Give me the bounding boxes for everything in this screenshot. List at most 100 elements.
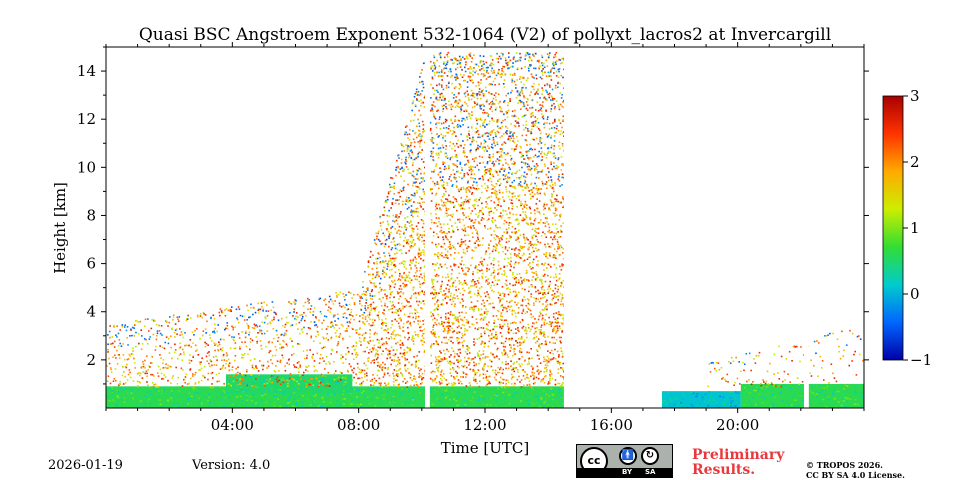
heatmap-pixel [376, 357, 379, 360]
heatmap-pixel [418, 235, 421, 238]
heatmap-pixel [222, 364, 225, 367]
heatmap-pixel [453, 176, 456, 179]
heatmap-pixel [430, 331, 433, 333]
heatmap-pixel [482, 122, 484, 125]
heatmap-pixel [461, 207, 464, 210]
heatmap-cell [350, 379, 353, 381]
heatmap-pixel [446, 342, 448, 344]
heatmap-pixel [311, 377, 313, 380]
heatmap-pixel [469, 384, 472, 387]
heatmap-cell [697, 404, 700, 406]
heatmap-pixel [358, 368, 361, 371]
heatmap-pixel [376, 235, 378, 238]
heatmap-pixel [226, 327, 229, 330]
heatmap-pixel [366, 314, 369, 317]
heatmap-pixel [369, 324, 372, 327]
heatmap-pixel [397, 165, 399, 168]
heatmap-pixel [431, 107, 433, 110]
heatmap-pixel [368, 273, 370, 276]
heatmap-pixel [467, 97, 470, 99]
heatmap-pixel [411, 211, 413, 214]
heatmap-pixel [162, 367, 165, 369]
heatmap-cell [522, 387, 525, 390]
heatmap-region-boundary-layer [429, 386, 564, 408]
heatmap-cell [126, 392, 129, 394]
heatmap-pixel [462, 241, 465, 243]
heatmap-pixel [438, 99, 440, 101]
heatmap-pixel [360, 309, 363, 311]
heatmap-pixel [363, 340, 365, 342]
heatmap-pixel [307, 308, 309, 311]
heatmap-pixel [379, 240, 381, 243]
heatmap-pixel [455, 154, 458, 156]
heatmap-pixel [407, 145, 410, 147]
heatmap-pixel [484, 373, 487, 376]
heatmap-pixel [113, 346, 116, 348]
heatmap-pixel [367, 342, 370, 345]
heatmap-pixel [465, 61, 467, 63]
heatmap-pixel [417, 211, 420, 213]
heatmap-pixel [479, 69, 481, 71]
heatmap-pixel [337, 293, 340, 296]
heatmap-pixel [431, 279, 433, 282]
heatmap-pixel [420, 99, 422, 102]
heatmap-pixel [388, 276, 391, 278]
heatmap-pixel [449, 200, 451, 203]
heatmap-pixel [123, 371, 125, 373]
heatmap-cell [269, 377, 272, 379]
heatmap-pixel [463, 173, 466, 175]
heatmap-cell [342, 379, 345, 382]
heatmap-pixel [398, 225, 401, 228]
heatmap-pixel [379, 216, 381, 219]
heatmap-cell [729, 391, 732, 394]
heatmap-pixel [445, 201, 447, 204]
heatmap-pixel [460, 166, 463, 169]
heatmap-pixel [406, 196, 408, 199]
heatmap-pixel [360, 295, 363, 298]
heatmap-pixel [447, 246, 450, 248]
heatmap-pixel [371, 324, 373, 327]
heatmap-pixel [304, 301, 307, 304]
heatmap-pixel [460, 106, 462, 108]
heatmap-pixel [486, 267, 488, 270]
heatmap-pixel [442, 176, 444, 178]
heatmap-cell [665, 404, 668, 406]
heatmap-cell [754, 389, 757, 392]
heatmap-cell [757, 387, 760, 390]
heatmap-pixel [477, 133, 480, 136]
heatmap-pixel [457, 320, 460, 323]
heatmap-pixel [445, 236, 447, 239]
heatmap-cell [757, 403, 760, 406]
heatmap-cell [391, 406, 394, 408]
heatmap-cell [331, 377, 334, 380]
heatmap-pixel [329, 298, 332, 301]
heatmap-pixel [221, 366, 224, 368]
heatmap-pixel [390, 346, 393, 349]
heatmap-cell [238, 406, 241, 408]
heatmap-pixel [378, 339, 380, 342]
heatmap-pixel [456, 156, 458, 158]
heatmap-pixel [288, 363, 291, 366]
heatmap-pixel [213, 317, 216, 320]
heatmap-pixel [341, 376, 344, 379]
heatmap-pixel [436, 59, 438, 62]
heatmap-pixel [391, 301, 394, 303]
heatmap-pixel [225, 308, 228, 310]
heatmap-pixel [467, 126, 470, 129]
heatmap-pixel [181, 333, 184, 336]
heatmap-cell [130, 387, 133, 389]
heatmap-pixel [440, 371, 443, 373]
heatmap-pixel [153, 319, 155, 321]
heatmap-cell [752, 403, 755, 406]
heatmap-pixel [475, 305, 477, 308]
heatmap-pixel [487, 379, 489, 382]
heatmap-pixel [391, 247, 394, 249]
heatmap-pixel [435, 323, 438, 326]
heatmap-pixel [422, 320, 424, 322]
heatmap-cell [815, 393, 818, 395]
heatmap-pixel [414, 271, 417, 274]
heatmap-pixel [398, 249, 401, 252]
heatmap-pixel [484, 171, 487, 173]
heatmap-pixel [397, 154, 399, 157]
heatmap-pixel [397, 166, 399, 169]
